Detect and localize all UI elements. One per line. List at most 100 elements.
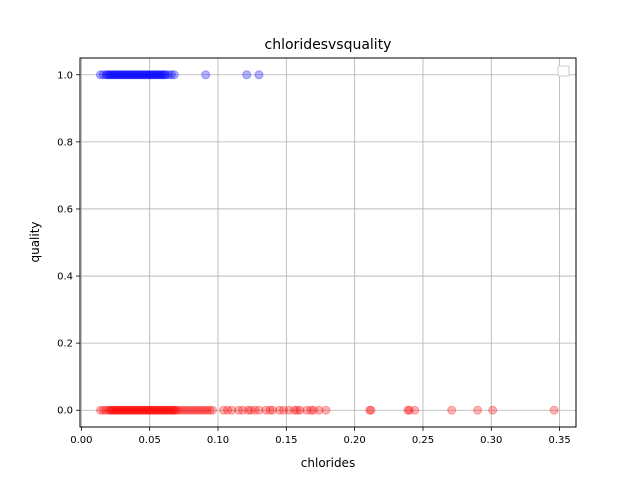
data-point: [101, 405, 111, 415]
data-point: [116, 70, 126, 80]
data-point: [167, 405, 177, 415]
data-point: [109, 405, 119, 415]
data-point: [111, 70, 121, 80]
data-point: [113, 405, 123, 415]
data-point: [145, 405, 155, 415]
data-point: [152, 70, 162, 80]
data-point: [250, 405, 260, 415]
data-point: [131, 405, 141, 415]
data-point: [126, 70, 136, 80]
data-point: [284, 405, 294, 415]
data-point: [243, 405, 253, 415]
y-tick-label: 0.6: [57, 204, 73, 215]
data-point: [131, 70, 141, 80]
data-point: [147, 70, 157, 80]
data-point: [108, 405, 118, 415]
data-point: [234, 405, 244, 415]
data-point: [242, 70, 252, 80]
data-point: [106, 405, 116, 415]
data-point: [95, 405, 105, 415]
data-point: [136, 405, 146, 415]
data-point: [208, 405, 218, 415]
data-point: [160, 405, 170, 415]
data-point: [113, 70, 123, 80]
data-point: [292, 405, 302, 415]
data-point: [117, 405, 127, 415]
data-point: [197, 405, 207, 415]
data-point: [194, 405, 204, 415]
data-point: [139, 70, 149, 80]
data-point: [95, 70, 105, 80]
plot-area: [80, 58, 576, 427]
data-point: [295, 405, 305, 415]
data-point: [261, 405, 271, 415]
legend-box: [557, 65, 570, 77]
data-point: [105, 70, 115, 80]
data-point: [105, 405, 115, 415]
data-point: [120, 405, 130, 415]
x-tick-label: 0.35: [548, 435, 570, 446]
data-point: [365, 405, 375, 415]
chart-title: chloridesvsquality: [265, 37, 392, 53]
data-point: [98, 70, 108, 80]
data-point: [191, 405, 201, 415]
data-point: [188, 405, 198, 415]
data-point: [180, 405, 190, 415]
data-point: [138, 70, 148, 80]
data-point: [309, 405, 319, 415]
data-point: [117, 70, 127, 80]
x-tick-label: 0.25: [412, 435, 434, 446]
data-point: [238, 405, 248, 415]
data-point: [268, 405, 278, 415]
series-1: [95, 405, 559, 415]
data-point: [134, 70, 144, 80]
data-point: [145, 70, 155, 80]
data-point: [130, 405, 140, 415]
series-0: [95, 70, 264, 80]
data-point: [106, 70, 116, 80]
data-point: [124, 70, 134, 80]
data-point: [169, 70, 179, 80]
data-point: [121, 405, 131, 415]
x-tick-label: 0.05: [139, 435, 161, 446]
data-point: [473, 405, 483, 415]
data-point: [98, 405, 108, 415]
data-point: [306, 405, 316, 415]
data-point: [127, 70, 137, 80]
data-point: [168, 405, 178, 415]
data-point: [154, 70, 164, 80]
x-tick-label: 0.15: [275, 435, 297, 446]
data-point: [183, 405, 193, 415]
data-point: [218, 405, 228, 415]
data-point: [146, 70, 156, 80]
data-point: [227, 405, 237, 415]
data-point: [169, 405, 179, 415]
data-point: [302, 405, 312, 415]
y-axis: 0.0 0.2 0.4 0.6 0.8 1.0: [57, 70, 80, 417]
data-point: [404, 405, 414, 415]
y-tick-label: 0.2: [57, 339, 73, 350]
data-points: [95, 70, 559, 415]
y-tick-label: 0.4: [57, 272, 73, 283]
data-point: [254, 405, 264, 415]
data-point: [488, 405, 498, 415]
data-point: [126, 405, 136, 415]
data-point: [128, 70, 138, 80]
data-point: [130, 70, 140, 80]
data-point: [199, 405, 209, 415]
data-point: [447, 405, 457, 415]
x-axis-label: chlorides: [301, 456, 355, 470]
data-point: [127, 405, 137, 415]
data-point: [124, 405, 134, 415]
data-point: [162, 405, 172, 415]
data-point: [154, 405, 164, 415]
data-point: [279, 405, 289, 415]
grid: [80, 58, 576, 427]
data-point: [254, 70, 264, 80]
data-point: [172, 405, 182, 415]
data-point: [112, 70, 122, 80]
data-point: [135, 405, 145, 415]
data-point: [153, 405, 163, 415]
data-point: [142, 405, 152, 415]
